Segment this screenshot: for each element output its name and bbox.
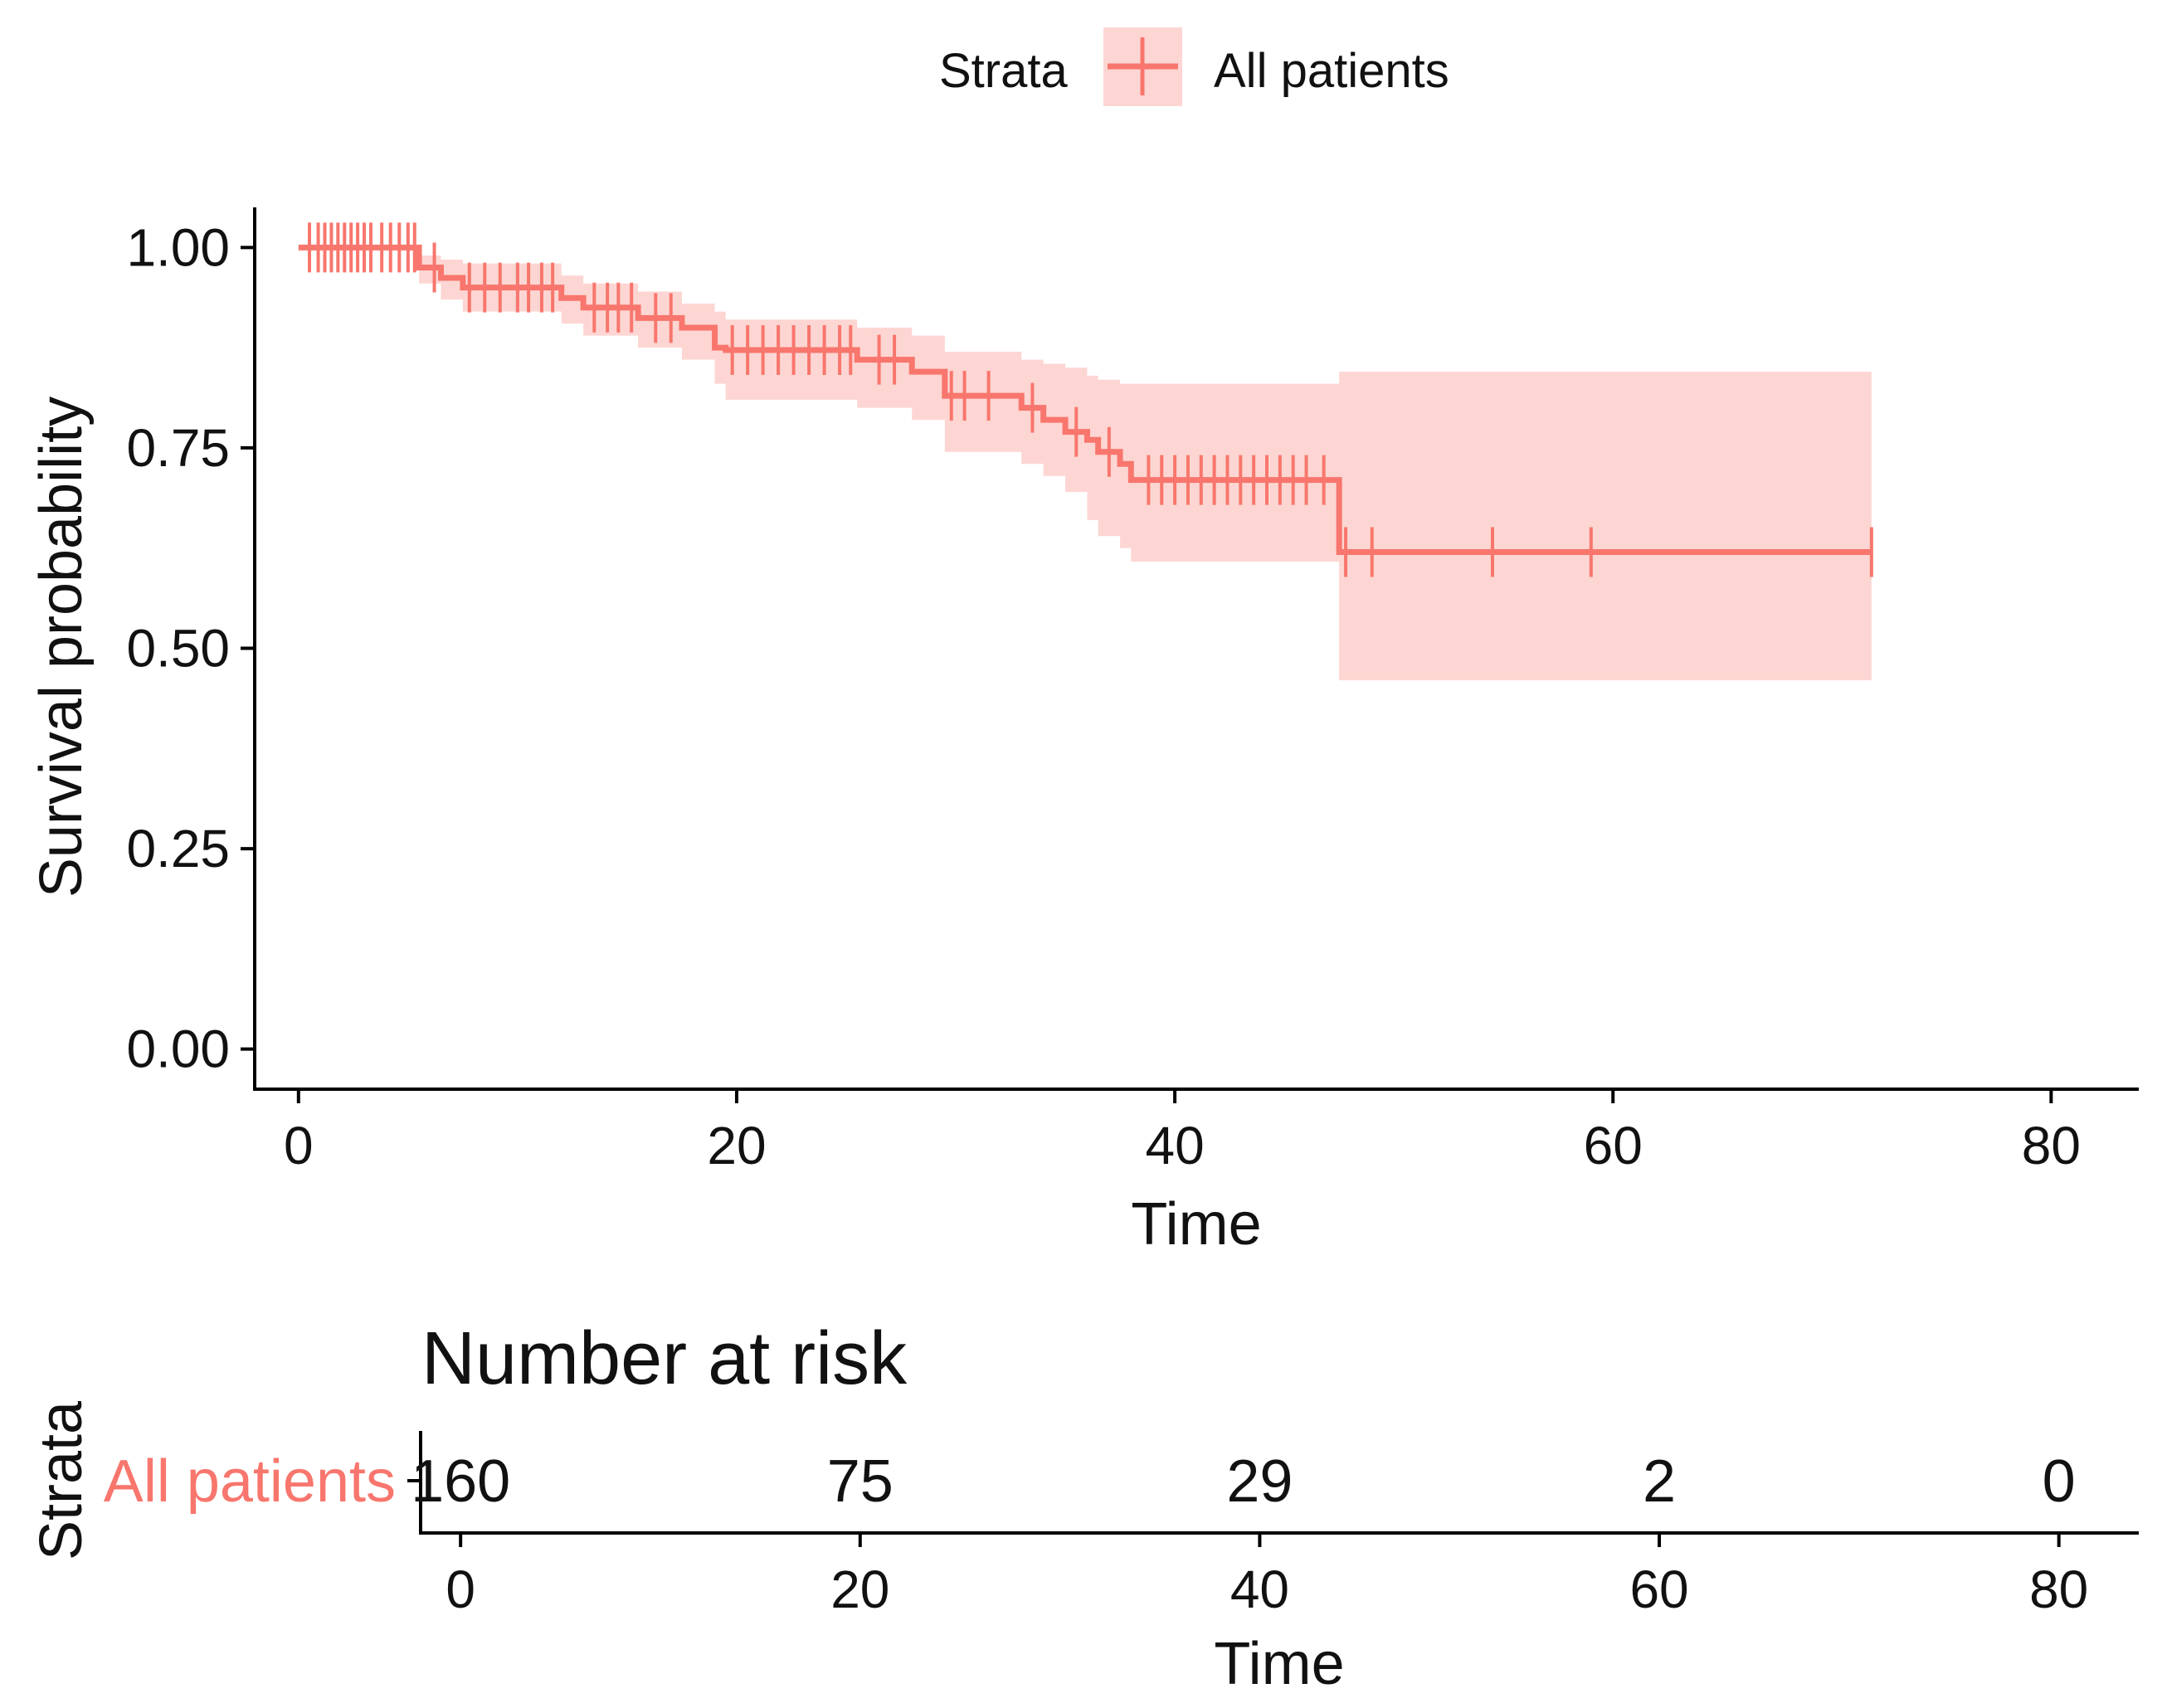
survival-curve xyxy=(298,244,1872,556)
y-axis-ticks: 0.00 0.25 0.50 0.75 1.00 xyxy=(126,217,255,1079)
survival-plot: 0 20 40 60 80 0.00 0.25 0.50 0.75 1.00 Time Surv… xyxy=(28,207,2139,1258)
risk-table: Number at risk All patients Strata 160 75… xyxy=(28,1317,2139,1697)
risk-x-axis-ticks: 0 20 40 60 80 xyxy=(446,1533,2088,1619)
confidence-band-layer xyxy=(298,247,1872,681)
legend: Strata All patients xyxy=(939,27,1449,106)
risk-x-tick-label: 80 xyxy=(2029,1560,2088,1619)
risk-counts: 160 75 29 2 0 xyxy=(411,1448,2076,1515)
risk-x-tick-label: 20 xyxy=(830,1560,889,1619)
y-tick-label: 0.25 xyxy=(126,819,230,878)
y-tick-label: 1.00 xyxy=(126,217,230,277)
y-tick-label: 0.50 xyxy=(126,619,230,679)
confidence-band xyxy=(298,247,1872,681)
x-tick-label: 0 xyxy=(284,1116,314,1175)
risk-x-tick-label: 40 xyxy=(1230,1560,1289,1619)
x-tick-label: 20 xyxy=(707,1116,766,1175)
risk-count-value: 2 xyxy=(1643,1448,1676,1515)
y-axis-title: Survival probability xyxy=(28,397,95,898)
x-axis-title: Time xyxy=(1131,1191,1261,1258)
risk-x-tick-label: 60 xyxy=(1629,1560,1688,1619)
y-tick-label: 0.75 xyxy=(126,418,230,478)
x-tick-label: 60 xyxy=(1584,1116,1643,1175)
risk-x-axis-title: Time xyxy=(1214,1631,1344,1697)
x-tick-label: 80 xyxy=(2022,1116,2081,1175)
survival-curve-layer xyxy=(298,244,1872,556)
risk-count-value: 0 xyxy=(2043,1448,2076,1515)
x-axis-ticks: 0 20 40 60 80 xyxy=(284,1089,2081,1175)
censor-marks-layer xyxy=(308,222,1873,577)
legend-entry-all-patients: All patients xyxy=(1214,44,1449,98)
risk-count-value: 29 xyxy=(1226,1448,1293,1515)
risk-count-value: 160 xyxy=(411,1448,510,1515)
y-tick-label: 0.00 xyxy=(126,1019,230,1079)
risk-x-tick-label: 0 xyxy=(446,1560,475,1619)
x-tick-label: 40 xyxy=(1145,1116,1204,1175)
risk-y-axis-title: Strata xyxy=(28,1400,95,1560)
risk-row-label: All patients xyxy=(104,1448,396,1515)
legend-title: Strata xyxy=(939,44,1068,98)
risk-table-title: Number at risk xyxy=(421,1317,908,1400)
risk-count-value: 75 xyxy=(827,1448,894,1515)
